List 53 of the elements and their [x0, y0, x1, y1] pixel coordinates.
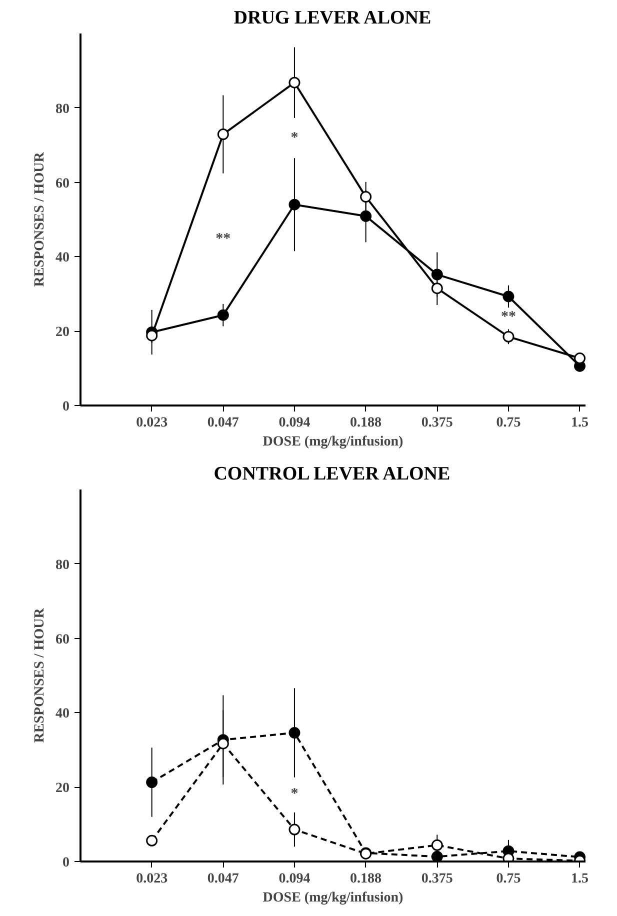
y-tick-label: 80	[56, 558, 70, 573]
y-tick-label: 0	[62, 856, 70, 870]
point	[146, 776, 158, 788]
point	[431, 850, 443, 862]
x-tick-label: 1.5	[571, 872, 589, 886]
y-axis-title: RESPONSES / HOUR	[32, 151, 48, 287]
point	[146, 834, 158, 846]
point	[288, 727, 300, 739]
y-tick-label: 0	[62, 400, 70, 414]
x-tick-label: 0.188	[350, 416, 382, 430]
x-tick-label: 0.75	[496, 872, 521, 886]
x-axis-title: DOSE (mg/kg/infusion)	[262, 890, 404, 906]
point	[574, 352, 586, 364]
point	[360, 191, 372, 203]
annotation: **	[216, 230, 231, 247]
point	[146, 330, 158, 342]
point	[217, 738, 229, 750]
point	[288, 198, 300, 210]
x-tick-label: 0.047	[207, 416, 239, 430]
point	[431, 268, 443, 280]
y-tick-label: 60	[56, 176, 70, 192]
x-tick-label: 0.023	[136, 872, 168, 886]
y-tick-label: 20	[56, 325, 70, 340]
y-tick-label: 40	[56, 706, 70, 722]
y-tick-label: 20	[56, 781, 70, 796]
x-tick-label: 0.047	[207, 872, 239, 886]
y-tick-label: 80	[56, 102, 70, 117]
y-tick-label: 40	[56, 250, 70, 266]
annotation: **	[500, 308, 516, 325]
x-tick-label: 0.188	[350, 872, 382, 886]
point	[217, 309, 229, 321]
point	[502, 290, 514, 302]
chart-title: DRUG LEVER ALONE	[234, 8, 432, 28]
y-tick-label: 60	[56, 632, 70, 648]
x-tick-label: 0.375	[421, 872, 453, 886]
point	[217, 128, 229, 140]
x-tick-label: 0.75	[496, 416, 521, 430]
x-tick-label: 0.023	[136, 416, 168, 430]
x-tick-label: 0.375	[421, 416, 453, 430]
annotation: *	[290, 130, 298, 146]
point	[431, 839, 443, 851]
point	[431, 282, 443, 294]
x-axis-title: DOSE (mg/kg/infusion)	[262, 434, 404, 450]
x-tick-label: 1.5	[571, 416, 589, 430]
point	[360, 210, 372, 222]
x-tick-label: 0.094	[278, 872, 310, 886]
x-tick-label: 0.094	[278, 416, 310, 430]
chart-title: CONTROL LEVER ALONE	[214, 464, 450, 484]
point	[288, 76, 300, 88]
annotation: *	[290, 786, 298, 802]
y-axis-title: RESPONSES / HOUR	[32, 607, 48, 743]
point	[288, 824, 300, 836]
point	[502, 330, 514, 342]
